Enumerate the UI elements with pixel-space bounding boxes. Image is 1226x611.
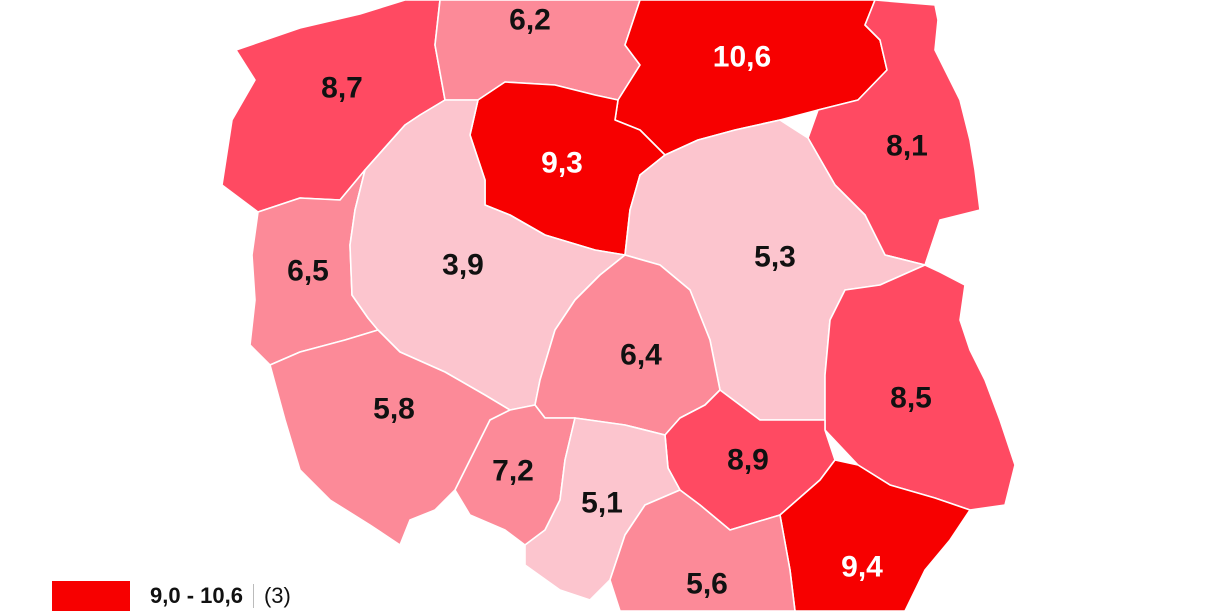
region-value-mazowieckie: 5,3 [754,241,796,274]
region-slaskie[interactable] [524,417,681,601]
region-value-swietokrzyskie: 8,9 [727,444,769,477]
map-legend: 9,0 - 10,6 (3) [52,581,291,611]
region-value-malopolskie: 5,6 [686,568,728,601]
region-value-podkarpackie: 9,4 [841,551,883,584]
region-value-wielkopolskie: 3,9 [442,249,484,282]
region-value-podlaskie: 8,1 [886,130,928,163]
region-value-lodzkie: 6,4 [620,339,662,372]
legend-swatch [52,581,130,611]
region-value-kujawsko-pomorskie: 9,3 [541,147,583,180]
region-value-lubuskie: 6,5 [287,255,329,288]
legend-count: (3) [263,583,291,608]
legend-range: 9,0 - 10,6 [150,583,243,608]
region-value-slaskie: 5,1 [581,487,623,520]
region-value-zachodniopomorskie: 8,7 [321,72,363,105]
region-value-dolnoslaskie: 5,8 [373,393,415,426]
region-value-lubelskie: 8,5 [890,382,932,415]
region-value-warminsko-mazurskie: 10,6 [713,41,771,74]
region-value-pomorskie: 6,2 [509,4,551,37]
legend-item: 9,0 - 10,6 (3) [52,581,291,611]
region-value-opolskie: 7,2 [492,455,534,488]
region-malopolskie[interactable] [609,489,796,611]
legend-separator [252,584,254,608]
